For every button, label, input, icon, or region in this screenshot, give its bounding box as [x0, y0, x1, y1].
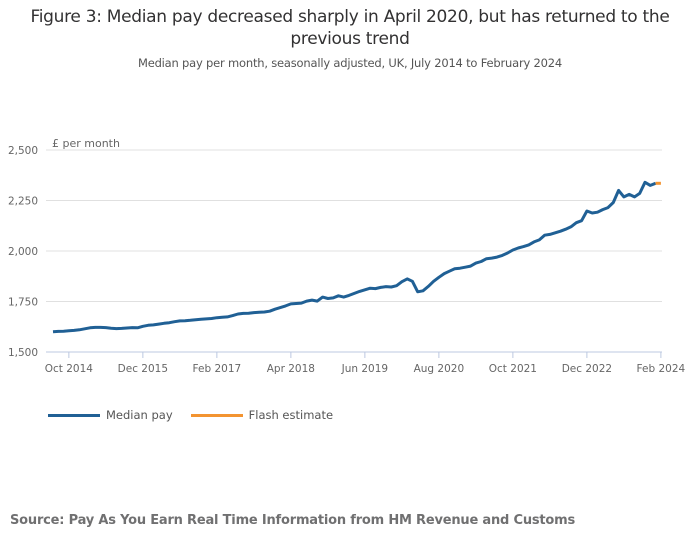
legend: Median pay Flash estimate: [48, 408, 333, 422]
chart-title: Figure 3: Median pay decreased sharply i…: [30, 7, 670, 49]
chart-subtitle: Median pay per month, seasonally adjuste…: [137, 56, 563, 70]
legend-item-median-pay[interactable]: Median pay: [48, 408, 173, 422]
source-note: Source: Pay As You Earn Real Time Inform…: [10, 513, 576, 528]
x-tick-label: Feb 2017: [193, 363, 242, 375]
series-line-median-pay: [52, 180, 657, 334]
x-tick-label: Apr 2018: [267, 363, 315, 375]
legend-swatch-median-pay: [48, 413, 100, 417]
x-tick-label: Aug 2020: [414, 363, 465, 375]
x-tick-label: Feb 2024: [637, 363, 686, 375]
y-tick-label: 2,000: [8, 246, 38, 258]
y-tick-label: 1,750: [8, 297, 38, 309]
x-tick-label: Jun 2019: [341, 363, 388, 375]
legend-label: Median pay: [106, 408, 173, 422]
y-tick-label: 2,250: [8, 196, 38, 208]
x-tick-label: Dec 2022: [562, 363, 612, 375]
y-tick-label: 2,500: [8, 145, 38, 157]
y-axis-label: £ per month: [52, 137, 120, 150]
x-tick-label: Oct 2021: [489, 363, 537, 375]
x-tick-label: Dec 2015: [118, 363, 168, 375]
y-tick-label: 1,500: [8, 347, 38, 359]
x-tick-label: Oct 2014: [45, 363, 94, 375]
legend-label: Flash estimate: [248, 408, 334, 422]
legend-item-flash-estimate[interactable]: Flash estimate: [190, 408, 334, 422]
legend-swatch-flash-estimate: [190, 413, 243, 417]
